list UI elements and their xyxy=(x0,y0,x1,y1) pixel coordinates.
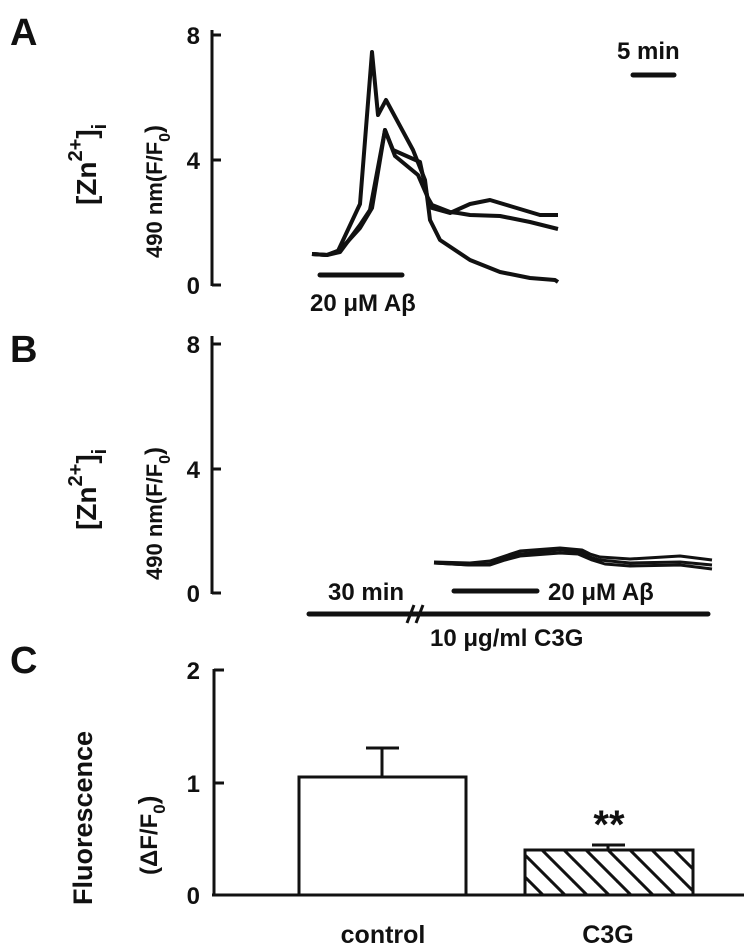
c-ylabel-2: (ΔF/F0) xyxy=(133,796,169,875)
panel-a: A [Zn2+]i 490 nm(F/F0) 8 4 0 20 μM Aβ xyxy=(10,12,680,317)
panel-label-c: C xyxy=(10,640,37,682)
svg-text:(ΔF/F0): (ΔF/F0) xyxy=(133,796,169,875)
c-tick-1: 1 xyxy=(187,771,200,798)
a-ylabel-zn: [Zn2+]i xyxy=(65,124,111,205)
b-trace-1 xyxy=(433,546,713,565)
c-tick-0: 0 xyxy=(187,883,200,910)
b-stimulus-label: 20 μM Aβ xyxy=(548,579,654,606)
significance-marker: ** xyxy=(593,803,625,847)
svg-text:[Zn2+]i: [Zn2+]i xyxy=(65,124,111,205)
treatment-label: 10 μg/ml C3G xyxy=(430,625,583,652)
b-tick-0: 0 xyxy=(187,581,200,608)
a-trace-3 xyxy=(311,128,559,257)
bar-control xyxy=(297,775,468,897)
a-ylabel-nm: 490 nm(F/F0) xyxy=(141,125,174,258)
panel-label-b: B xyxy=(10,329,37,371)
svg-text:[Zn2+]i: [Zn2+]i xyxy=(65,449,111,530)
b-ylabel-zn: [Zn2+]i xyxy=(65,449,111,530)
panel-b: B [Zn2+]i 490 nm(F/F0) 8 4 0 20 μM Aβ 30… xyxy=(10,329,713,652)
panel-c: C Fluorescence (ΔF/F0) 2 1 0 ** control … xyxy=(10,640,744,949)
b-trace-3 xyxy=(433,551,713,571)
bar-c3g xyxy=(523,848,695,897)
svg-text:490 nm(F/F0): 490 nm(F/F0) xyxy=(141,447,174,580)
category-c3g: C3G xyxy=(582,921,633,949)
b-traces xyxy=(433,546,713,571)
a-tick-0: 0 xyxy=(187,273,200,300)
category-control: control xyxy=(341,921,426,949)
b-tick-4: 4 xyxy=(187,457,201,484)
a-trace-2 xyxy=(311,128,558,257)
b-tick-8: 8 xyxy=(187,332,200,359)
c-tick-2: 2 xyxy=(187,658,200,685)
axis-break-mark-1 xyxy=(405,604,416,624)
b-ylabel-nm: 490 nm(F/F0) xyxy=(141,447,174,580)
a-stimulus-label: 20 μM Aβ xyxy=(310,290,416,317)
c-ylabel-1: Fluorescence xyxy=(68,731,98,905)
axis-break-mark-2 xyxy=(414,604,425,624)
a-traces xyxy=(311,50,560,284)
a-tick-8: 8 xyxy=(187,23,200,50)
scale-bar-label: 5 min xyxy=(617,38,680,65)
svg-text:Fluorescence: Fluorescence xyxy=(68,731,98,905)
panel-label-a: A xyxy=(10,12,37,54)
a-trace-1 xyxy=(311,50,560,284)
pretreatment-label: 30 min xyxy=(328,579,404,606)
svg-text:490 nm(F/F0): 490 nm(F/F0) xyxy=(141,125,174,258)
a-tick-4: 4 xyxy=(187,148,201,175)
